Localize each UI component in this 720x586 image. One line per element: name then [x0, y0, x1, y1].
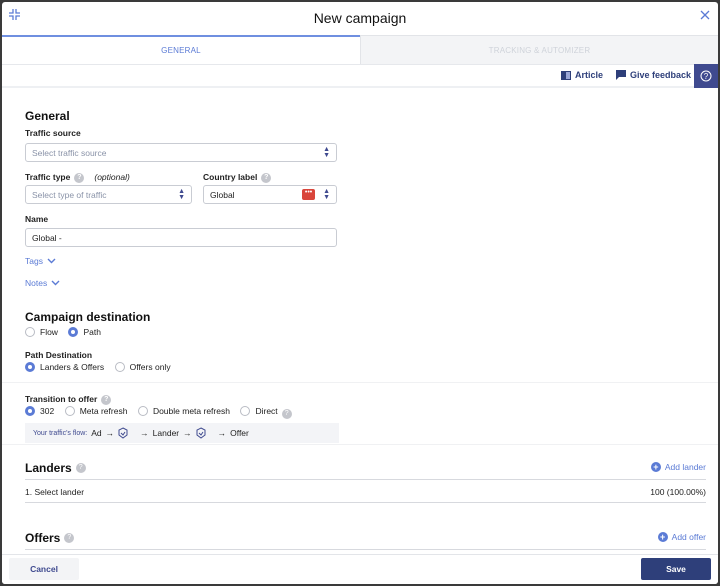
help-icon[interactable]: ? [261, 172, 272, 183]
book-icon [561, 70, 571, 80]
arrow-right-icon: → [140, 428, 149, 438]
arrow-right-icon: → [183, 428, 192, 438]
article-link[interactable]: Article [561, 70, 603, 80]
transition-radio-group: 302 Meta refresh Double meta refresh Dir… [25, 406, 292, 419]
notes-toggle[interactable]: Notes [25, 278, 60, 288]
cancel-button[interactable]: Cancel [9, 558, 79, 580]
traffic-type-label: Traffic type [25, 172, 71, 182]
help-icon[interactable]: ? [281, 408, 292, 419]
path-radio-group: Landers & Offers Offers only [25, 362, 179, 374]
radio-meta-refresh[interactable]: Meta refresh [64, 406, 127, 416]
toolbar [2, 64, 718, 88]
lander-row[interactable]: 1. Select lander 100 (100.00%) [25, 487, 706, 497]
sort-icon: ▲ ▼ [323, 145, 330, 159]
help-icon[interactable]: ? [74, 172, 85, 183]
sort-icon: ▲ ▼ [323, 187, 330, 201]
modal-footer [2, 554, 718, 584]
landers-heading: Landers [25, 461, 72, 475]
radio-offers-only[interactable]: Offers only [114, 362, 171, 372]
chevron-down-icon [47, 258, 56, 264]
traffic-flow-bar: Your traffic's flow: Ad → → Lander → → Offer [25, 423, 339, 443]
add-lander-button[interactable]: + Add lander [650, 462, 706, 472]
optional-label: (optional) [94, 172, 130, 182]
question-circle-icon: ? [700, 70, 712, 82]
plus-circle-icon: + [650, 462, 661, 472]
give-feedback-link[interactable]: Give feedback [616, 70, 691, 80]
shield-check-icon [118, 427, 128, 439]
traffic-source-select[interactable]: Select traffic source ▲ ▼ [25, 143, 337, 162]
svg-text:?: ? [704, 72, 709, 81]
tags-toggle[interactable]: Tags [25, 256, 56, 266]
campaign-destination-heading: Campaign destination [25, 310, 151, 324]
divider [2, 444, 718, 445]
add-offer-button[interactable]: + Add offer [657, 532, 706, 542]
help-icon[interactable]: ? [75, 463, 86, 473]
path-destination-label: Path Destination [25, 350, 93, 360]
tab-tracking-automizer[interactable]: TRACKING & AUTOMIZER [360, 35, 718, 64]
radio-landers-offers[interactable]: Landers & Offers [25, 362, 104, 372]
destination-radio-group: Flow Path [25, 327, 109, 339]
offers-heading: Offers [25, 531, 61, 545]
name-input[interactable]: Global - [25, 228, 337, 247]
help-button[interactable]: ? [694, 64, 718, 88]
arrow-right-icon: → [217, 428, 227, 438]
collapse-icon[interactable] [9, 9, 20, 20]
sort-icon: ▲ ▼ [178, 187, 185, 201]
plus-circle-icon: + [657, 532, 668, 542]
chevron-down-icon [51, 280, 60, 286]
arrow-right-icon: → [105, 428, 115, 438]
radio-path[interactable]: Path [68, 327, 101, 337]
country-select[interactable]: Global ••• ▲ ▼ [203, 185, 337, 204]
traffic-type-select[interactable]: Select type of traffic ▲ ▼ [25, 185, 192, 204]
radio-302[interactable]: 302 [25, 406, 54, 416]
radio-direct[interactable]: Direct [240, 406, 278, 416]
save-button[interactable]: Save [641, 558, 711, 580]
name-label: Name [25, 214, 49, 224]
modal-title: New campaign [313, 10, 407, 26]
divider [2, 382, 718, 383]
close-icon[interactable] [700, 10, 710, 20]
help-icon[interactable]: ? [101, 394, 112, 405]
country-label: Country label [203, 172, 258, 182]
help-icon[interactable]: ? [64, 533, 75, 543]
transition-label: Transition to offer [25, 394, 98, 404]
flag-icon: ••• [302, 189, 316, 200]
tab-general[interactable]: GENERAL [2, 35, 360, 64]
shield-check-icon [196, 427, 206, 439]
radio-flow[interactable]: Flow [25, 327, 58, 337]
traffic-source-label: Traffic source [25, 128, 81, 138]
general-heading: General [25, 109, 70, 123]
feedback-icon [616, 70, 626, 80]
radio-double-meta-refresh[interactable]: Double meta refresh [137, 406, 230, 416]
